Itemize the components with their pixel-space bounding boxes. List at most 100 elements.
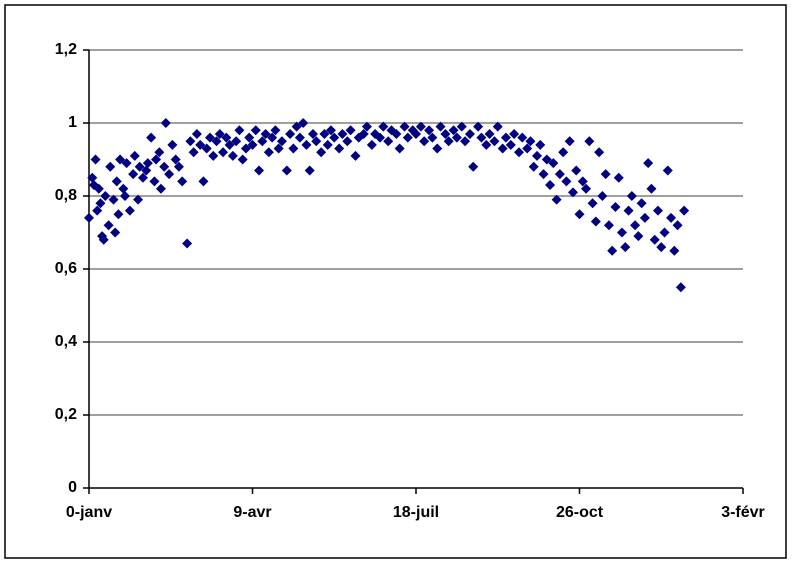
point bbox=[237, 154, 248, 165]
point bbox=[545, 180, 556, 191]
point bbox=[263, 147, 274, 158]
point bbox=[451, 132, 462, 143]
x-tick-label: 26-oct bbox=[556, 504, 604, 521]
point bbox=[133, 194, 144, 205]
point bbox=[522, 143, 533, 154]
point bbox=[590, 216, 601, 227]
point bbox=[411, 128, 421, 139]
point bbox=[188, 147, 199, 158]
point bbox=[294, 132, 305, 143]
point bbox=[509, 128, 520, 139]
point bbox=[100, 191, 111, 201]
point bbox=[98, 234, 109, 245]
point bbox=[92, 205, 103, 216]
point bbox=[118, 183, 129, 194]
point bbox=[113, 209, 124, 220]
x-tick-label: 18-juil bbox=[393, 504, 439, 521]
point bbox=[170, 154, 181, 165]
point bbox=[649, 234, 660, 245]
point bbox=[399, 121, 410, 132]
point bbox=[291, 121, 302, 132]
point bbox=[267, 132, 278, 143]
point bbox=[440, 128, 451, 139]
y-tick-label: 0,8 bbox=[55, 187, 77, 204]
point bbox=[93, 183, 104, 194]
point bbox=[167, 139, 178, 150]
point bbox=[128, 169, 139, 180]
point bbox=[201, 143, 212, 154]
point bbox=[419, 136, 430, 147]
point bbox=[270, 125, 281, 136]
point bbox=[164, 169, 175, 180]
point bbox=[391, 128, 402, 139]
point bbox=[285, 128, 296, 139]
point bbox=[124, 205, 135, 216]
point bbox=[247, 139, 258, 150]
point bbox=[149, 176, 160, 187]
point bbox=[298, 118, 309, 128]
point bbox=[594, 147, 605, 158]
point bbox=[626, 191, 637, 201]
point bbox=[617, 227, 628, 238]
point bbox=[424, 125, 435, 136]
y-tick-label: 0,6 bbox=[55, 260, 77, 277]
point bbox=[476, 132, 487, 143]
point bbox=[587, 198, 598, 209]
point bbox=[432, 143, 443, 154]
x-tick-label: 0-janv bbox=[66, 504, 112, 521]
point bbox=[492, 121, 503, 132]
point bbox=[185, 136, 196, 147]
point bbox=[525, 136, 536, 147]
point bbox=[528, 161, 539, 172]
point bbox=[204, 132, 215, 143]
point bbox=[103, 220, 114, 231]
x-tick-label: 9-avr bbox=[233, 504, 271, 521]
point bbox=[84, 212, 94, 223]
point bbox=[662, 165, 673, 176]
point bbox=[630, 220, 641, 231]
point bbox=[108, 194, 119, 205]
y-tick-label: 0,2 bbox=[55, 406, 77, 423]
point bbox=[151, 154, 162, 165]
point bbox=[643, 158, 654, 169]
point bbox=[554, 169, 565, 180]
point bbox=[435, 121, 446, 132]
point bbox=[600, 169, 611, 180]
point bbox=[584, 136, 595, 147]
point bbox=[137, 172, 148, 183]
point bbox=[375, 132, 386, 143]
point bbox=[234, 125, 245, 136]
point bbox=[182, 238, 193, 249]
point bbox=[119, 191, 130, 201]
point bbox=[473, 121, 484, 132]
point bbox=[146, 132, 157, 143]
point bbox=[383, 136, 394, 147]
point bbox=[415, 121, 426, 132]
point bbox=[561, 176, 572, 187]
point bbox=[250, 125, 261, 136]
y-tick-label: 0 bbox=[68, 479, 77, 496]
point bbox=[121, 158, 132, 169]
x-tick-label: 3-févr bbox=[721, 504, 765, 521]
point bbox=[110, 227, 121, 238]
point bbox=[281, 165, 292, 176]
point bbox=[497, 143, 508, 154]
point bbox=[460, 136, 471, 147]
point bbox=[361, 121, 372, 132]
point bbox=[468, 161, 479, 172]
point bbox=[581, 183, 592, 194]
point bbox=[322, 139, 333, 150]
point bbox=[548, 158, 559, 169]
point bbox=[319, 128, 330, 139]
point bbox=[141, 165, 152, 176]
point bbox=[652, 205, 663, 216]
point bbox=[307, 128, 318, 139]
point bbox=[254, 165, 265, 176]
point bbox=[366, 139, 377, 150]
point bbox=[679, 205, 690, 216]
point bbox=[218, 147, 229, 158]
point bbox=[427, 132, 438, 143]
point bbox=[613, 172, 624, 183]
point bbox=[597, 191, 608, 201]
